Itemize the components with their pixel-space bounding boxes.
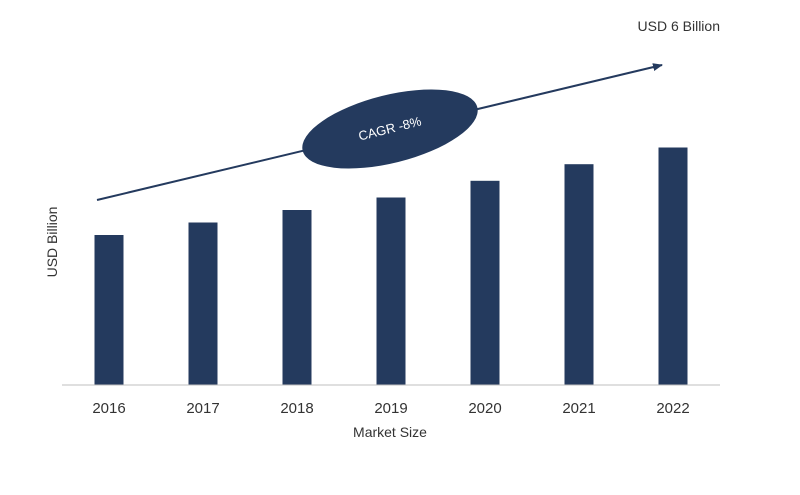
x-axis-title: Market Size [353,424,427,440]
bar-2020 [470,180,500,385]
x-tick-label-2020: 2020 [468,400,501,417]
x-tick-label-2018: 2018 [280,400,313,417]
bar-2021 [564,164,594,385]
end-value-label: USD 6 Billion [638,18,720,34]
bar-2017 [188,222,218,385]
x-tick-label-2022: 2022 [656,400,689,417]
cagr-callout: CAGR -8% [302,89,478,169]
bar-2019 [376,197,406,385]
x-tick-labels: 2016 2017 2018 2019 2020 2021 2022 [92,400,689,417]
x-tick-label-2016: 2016 [92,400,125,417]
bars [94,147,688,385]
x-tick-label-2017: 2017 [186,400,219,417]
cagr-ellipse [302,89,478,169]
bar-2022 [658,147,688,385]
bar-2016 [94,235,124,385]
x-tick-label-2019: 2019 [374,400,407,417]
bar-2018 [282,210,312,385]
y-axis-title: USD Billion [44,207,60,278]
x-tick-label-2021: 2021 [562,400,595,417]
